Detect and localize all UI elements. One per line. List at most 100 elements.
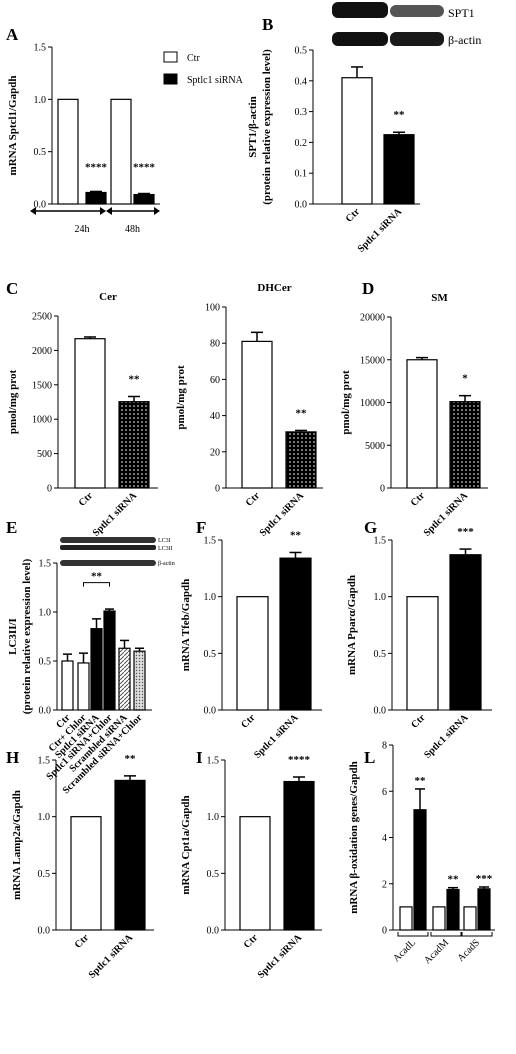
panel-label-F: F xyxy=(196,518,206,537)
bar-C2 xyxy=(285,431,317,489)
y-tick-label-A: 1.0 xyxy=(34,95,47,106)
significance-A: **** xyxy=(133,162,156,174)
bar-C1 xyxy=(74,338,106,489)
bar-D xyxy=(449,401,481,489)
y-tick-label-G: 1.5 xyxy=(374,536,387,547)
bracket-E xyxy=(83,582,110,587)
y-tick-label-A: 0.5 xyxy=(34,147,47,158)
y-tick-label-E: 0.5 xyxy=(39,657,52,668)
bar-E xyxy=(103,610,116,711)
y-tick-label-B: 0.2 xyxy=(295,138,308,149)
bar-B xyxy=(383,134,415,205)
bar-A xyxy=(57,98,79,205)
panel-label-E: E xyxy=(6,518,17,537)
bar-F xyxy=(279,557,312,711)
y-tick-label-B: 0.5 xyxy=(295,46,308,57)
significance-L: *** xyxy=(476,873,493,885)
legend-label-ctr: Ctr xyxy=(187,53,200,64)
bar-I xyxy=(239,816,271,931)
y-tick-label-C1: 1000 xyxy=(32,415,52,426)
y-tick-label-F: 0.0 xyxy=(204,706,217,717)
legend: Ctr Sptlc1 siRNA xyxy=(163,51,244,86)
y-tick-label-G: 0.0 xyxy=(374,706,387,717)
bar-E xyxy=(61,660,74,711)
x-tick-label-H: Ctr xyxy=(73,932,92,951)
arrowhead-left-A xyxy=(106,207,112,215)
y-axis-label-G: mRNA Pparα/Gapdh xyxy=(346,575,358,675)
y-tick-label-L: 6 xyxy=(382,787,387,798)
panel-label-C1: C xyxy=(6,279,18,298)
significance-C1: ** xyxy=(129,373,141,385)
y-axis-label-L: mRNA β-oxidation genes/Gapdh xyxy=(348,761,360,914)
x-tick-label-C2: Ctr xyxy=(244,490,263,509)
panel-label-L: L xyxy=(364,748,375,767)
y-axis-label-F: mRNA Tfeb/Gapdh xyxy=(180,579,192,671)
y-tick-label-F: 1.0 xyxy=(204,592,217,603)
blot-label-beta-actin: β-actin xyxy=(448,33,481,47)
legend-swatch-sirna xyxy=(163,73,178,85)
bar-G xyxy=(449,554,482,711)
blot-label-spt1: SPT1 xyxy=(448,6,475,20)
y-tick-label-F: 1.5 xyxy=(204,536,217,547)
y-axis-label-H: mRNA Lamp2a/Gapdh xyxy=(11,790,23,900)
y-tick-label-L: 2 xyxy=(382,879,387,890)
bar-A xyxy=(133,193,155,205)
y-tick-label-C2: 20 xyxy=(210,447,220,458)
y-tick-label-A: 0.0 xyxy=(34,200,47,211)
significance-L: ** xyxy=(415,775,427,787)
significance-C2: ** xyxy=(296,407,308,419)
bar-C2 xyxy=(241,340,273,489)
x-tick-label-D: Ctr xyxy=(409,490,428,509)
x-tick-label-C1: Ctr xyxy=(77,490,96,509)
y-tick-label-E: 0.0 xyxy=(39,706,52,717)
y-axis-label2-B: (protein relative expression level) xyxy=(261,49,273,205)
bar-L xyxy=(477,888,491,931)
arrowhead-right-A xyxy=(100,207,106,215)
bar-A xyxy=(85,191,107,205)
significance-H: ** xyxy=(125,753,137,765)
bar-L xyxy=(399,906,413,931)
y-tick-label-H: 1.0 xyxy=(38,812,51,823)
x-tick-label-B: Sptlc1 siRNA xyxy=(356,206,405,255)
bracket-label-E: ** xyxy=(91,571,103,583)
y-tick-label-D: 20000 xyxy=(360,313,385,324)
x-tick-label-B: Ctr xyxy=(344,206,363,225)
y-axis-label2-E: (protein relative expression level) xyxy=(21,558,33,714)
x-group-label-A: 24h xyxy=(75,224,90,235)
bar-L xyxy=(446,888,460,931)
bar-E xyxy=(77,662,90,711)
y-tick-label-C1: 500 xyxy=(37,449,52,460)
y-tick-label-B: 0.3 xyxy=(295,107,308,118)
y-tick-label-I: 1.0 xyxy=(207,812,220,823)
blot-label-lc3ii: LC3II xyxy=(158,546,173,552)
y-tick-label-L: 4 xyxy=(382,833,387,844)
panel-label-H: H xyxy=(6,748,19,767)
bar-D xyxy=(406,359,438,489)
y-tick-label-I: 0.5 xyxy=(207,869,220,880)
significance-A: **** xyxy=(85,162,108,174)
y-tick-label-C2: 0 xyxy=(215,484,220,495)
blot-e xyxy=(60,537,156,566)
x-group-label-A: 48h xyxy=(125,224,140,235)
bar-E xyxy=(133,650,146,711)
y-tick-label-L: 8 xyxy=(382,741,387,752)
y-tick-label-C1: 0 xyxy=(47,484,52,495)
y-tick-label-C2: 40 xyxy=(210,411,220,422)
significance-L: ** xyxy=(448,874,460,886)
x-tick-label-F: Ctr xyxy=(239,712,258,731)
y-tick-label-B: 0.1 xyxy=(295,169,308,180)
blot-label-e-beta-actin: β-actin xyxy=(158,561,175,567)
y-tick-label-I: 0.0 xyxy=(207,926,220,937)
group-bracket-L xyxy=(430,932,462,937)
x-tick-label-H: Sptlc1 siRNA xyxy=(87,932,136,981)
bar-E xyxy=(90,628,103,711)
x-tick-label-G: Sptlc1 siRNA xyxy=(422,712,471,761)
y-tick-label-C2: 100 xyxy=(205,303,220,314)
y-tick-label-H: 1.5 xyxy=(38,756,51,767)
y-tick-label-G: 0.5 xyxy=(374,649,387,660)
legend-swatch-ctr xyxy=(163,51,178,63)
y-tick-label-A: 1.5 xyxy=(34,43,47,54)
arrowhead-right-A xyxy=(154,207,160,215)
